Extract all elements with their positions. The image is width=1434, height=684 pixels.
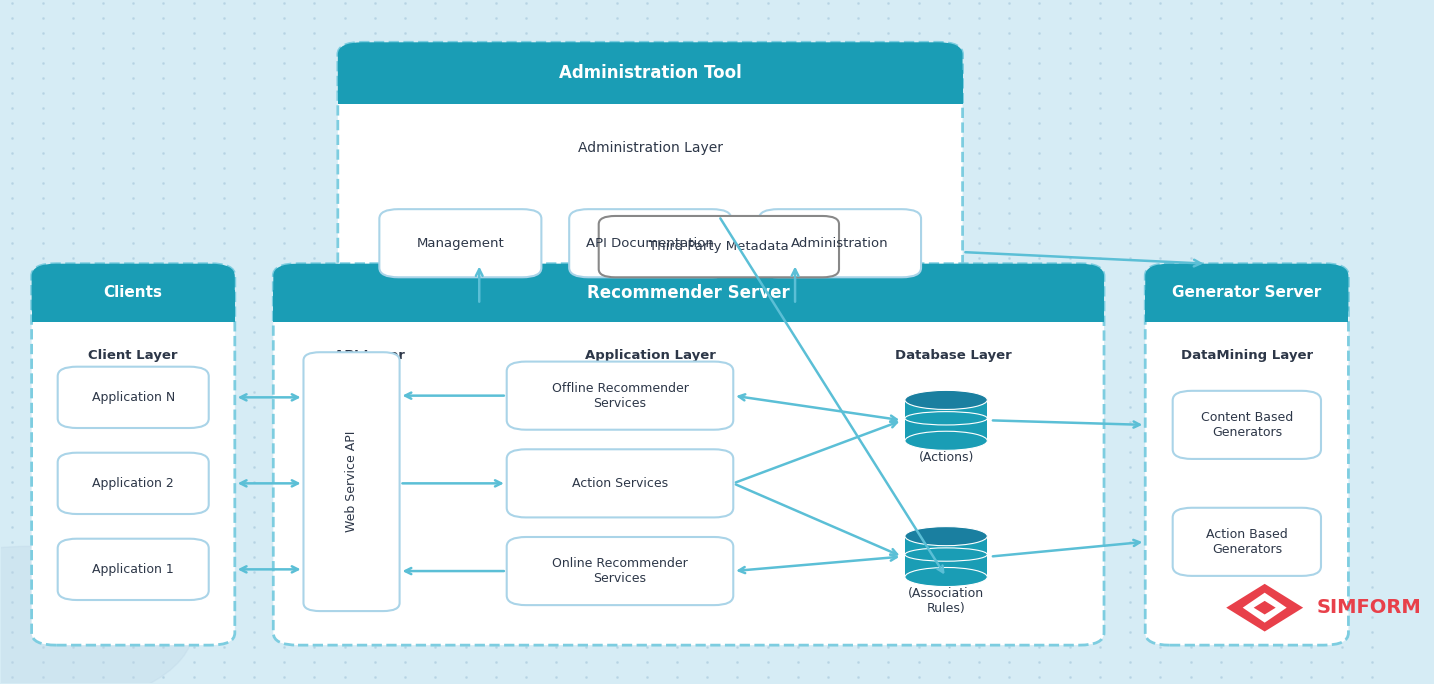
Text: Recommender Server: Recommender Server	[588, 284, 790, 302]
FancyBboxPatch shape	[338, 42, 962, 103]
Bar	[338, 70, 962, 103]
FancyBboxPatch shape	[1173, 391, 1321, 459]
FancyBboxPatch shape	[599, 216, 839, 277]
FancyBboxPatch shape	[32, 263, 235, 321]
Polygon shape	[1253, 601, 1276, 614]
Text: Application Layer: Application Layer	[585, 349, 717, 362]
Text: Application 1: Application 1	[92, 563, 174, 576]
Bar	[340, 70, 959, 107]
Text: Client Layer: Client Layer	[89, 349, 178, 362]
FancyBboxPatch shape	[274, 263, 1104, 321]
Bar	[274, 290, 1104, 321]
FancyBboxPatch shape	[1146, 263, 1348, 321]
Text: Content Based
Generators: Content Based Generators	[1200, 411, 1293, 439]
Text: Online Recommender
Services: Online Recommender Services	[552, 557, 688, 585]
FancyBboxPatch shape	[274, 263, 1104, 645]
Polygon shape	[1226, 584, 1304, 631]
FancyBboxPatch shape	[569, 209, 731, 277]
FancyBboxPatch shape	[380, 209, 542, 277]
FancyBboxPatch shape	[32, 263, 235, 645]
Text: API Documentation: API Documentation	[587, 237, 714, 250]
Bar	[1149, 290, 1345, 325]
FancyBboxPatch shape	[506, 537, 733, 605]
Text: DataMining Layer: DataMining Layer	[1180, 349, 1314, 362]
FancyBboxPatch shape	[57, 539, 209, 600]
FancyBboxPatch shape	[57, 453, 209, 514]
Ellipse shape	[905, 431, 988, 450]
FancyBboxPatch shape	[759, 209, 921, 277]
Ellipse shape	[905, 568, 988, 587]
Bar	[905, 536, 988, 577]
Text: Administration Tool: Administration Tool	[559, 64, 741, 82]
Text: Generator Server: Generator Server	[1172, 285, 1322, 300]
Text: Web Service API: Web Service API	[346, 431, 358, 532]
FancyBboxPatch shape	[506, 362, 733, 430]
FancyBboxPatch shape	[1173, 508, 1321, 576]
Ellipse shape	[905, 527, 988, 546]
FancyBboxPatch shape	[57, 367, 209, 428]
FancyBboxPatch shape	[304, 352, 400, 611]
Text: (Actions): (Actions)	[918, 451, 974, 464]
Text: Management: Management	[416, 237, 505, 250]
Text: Application N: Application N	[92, 391, 175, 404]
Circle shape	[0, 547, 194, 684]
Text: Database Layer: Database Layer	[895, 349, 1011, 362]
Text: Offline Recommender
Services: Offline Recommender Services	[552, 382, 688, 410]
Bar	[32, 290, 235, 321]
Text: Third Party Metadata: Third Party Metadata	[650, 240, 789, 253]
Text: API Layer: API Layer	[334, 349, 404, 362]
FancyBboxPatch shape	[1146, 263, 1348, 645]
Bar	[275, 290, 1101, 325]
Text: Action Services: Action Services	[572, 477, 668, 490]
Text: SIMFORM: SIMFORM	[1316, 598, 1421, 617]
Ellipse shape	[905, 391, 988, 410]
FancyBboxPatch shape	[506, 449, 733, 517]
FancyBboxPatch shape	[338, 42, 962, 304]
Text: Administration: Administration	[792, 237, 889, 250]
Text: Administration Layer: Administration Layer	[578, 141, 723, 155]
Bar	[905, 400, 988, 440]
Text: (Association
Rules): (Association Rules)	[908, 588, 984, 615]
Text: Clients: Clients	[103, 285, 162, 300]
Text: Application 2: Application 2	[92, 477, 174, 490]
Bar	[1146, 290, 1348, 321]
Polygon shape	[1243, 593, 1286, 622]
Bar	[34, 290, 232, 325]
Text: Action Based
Generators: Action Based Generators	[1206, 528, 1288, 556]
